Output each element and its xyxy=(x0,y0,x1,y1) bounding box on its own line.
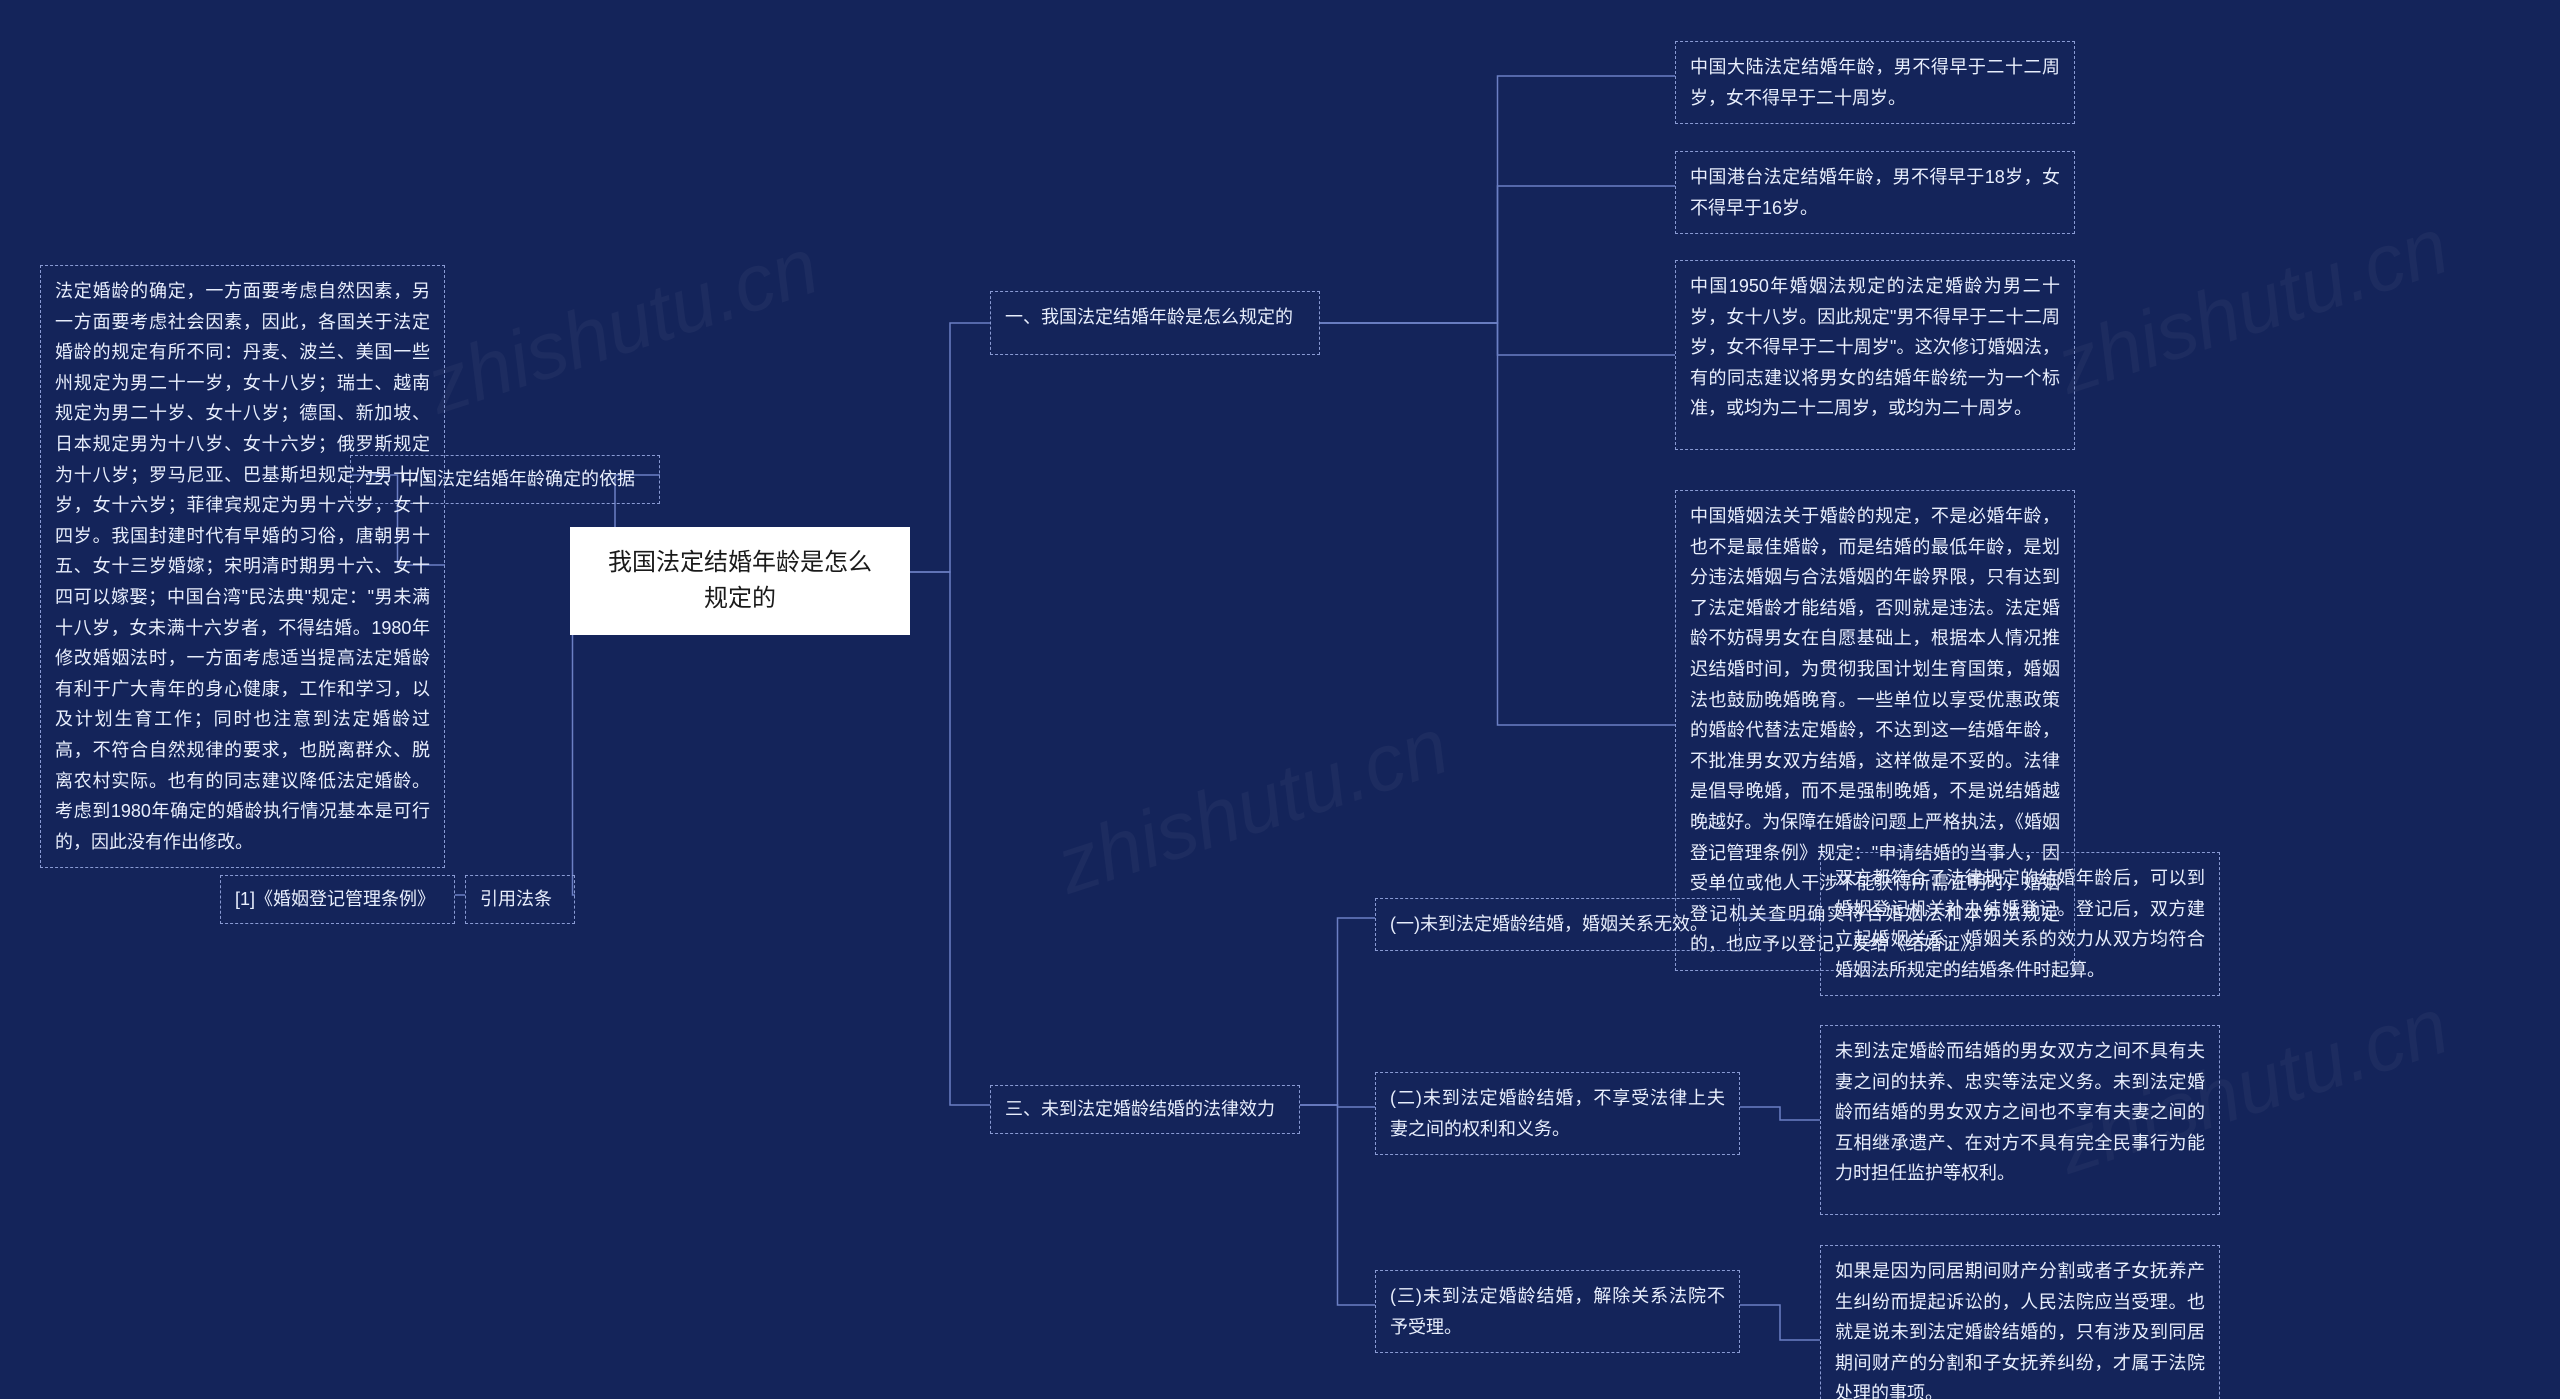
branch-R2: 三、未到法定婚龄结婚的法律效力 xyxy=(990,1085,1300,1134)
branch-R1: 一、我国法定结婚年龄是怎么规定的 xyxy=(990,291,1320,355)
leaf-L1a: 法定婚龄的确定，一方面要考虑自然因素，另一方面要考虑社会因素，因此，各国关于法定… xyxy=(40,265,445,868)
leaf-R2b: (二)未到法定婚龄结婚，不享受法律上夫妻之间的权利和义务。 xyxy=(1375,1072,1740,1155)
watermark: zhishutu.cn xyxy=(2046,200,2459,413)
watermark: zhishutu.cn xyxy=(416,220,829,433)
leaf-R2a: (一)未到法定婚龄结婚，婚姻关系无效。 xyxy=(1375,898,1740,951)
watermark: zhishutu.cn xyxy=(1046,700,1459,913)
leaf-R1c: 中国1950年婚姻法规定的法定婚龄为男二十岁，女十八岁。因此规定"男不得早于二十… xyxy=(1675,260,2075,450)
leaf-L2a: [1]《婚姻登记管理条例》 xyxy=(220,875,455,924)
leaf-R1a: 中国大陆法定结婚年龄，男不得早于二十二周岁，女不得早于二十周岁。 xyxy=(1675,41,2075,124)
leaf-R2c: (三)未到法定婚龄结婚，解除关系法院不予受理。 xyxy=(1375,1270,1740,1353)
leaf-R2b1: 未到法定婚龄而结婚的男女双方之间不具有夫妻之间的扶养、忠实等法定义务。未到法定婚… xyxy=(1820,1025,2220,1215)
branch-L2: 引用法条 xyxy=(465,875,575,924)
leaf-R2a1: 双方都符合了法律规定的结婚年龄后，可以到婚姻登记机关补办结婚登记。登记后，双方建… xyxy=(1820,852,2220,996)
leaf-R1b: 中国港台法定结婚年龄，男不得早于18岁，女不得早于16岁。 xyxy=(1675,151,2075,234)
leaf-R2c1: 如果是因为同居期间财产分割或者子女抚养产生纠纷而提起诉讼的，人民法院应当受理。也… xyxy=(1820,1245,2220,1399)
root-node: 我国法定结婚年龄是怎么 规定的 xyxy=(570,527,910,635)
